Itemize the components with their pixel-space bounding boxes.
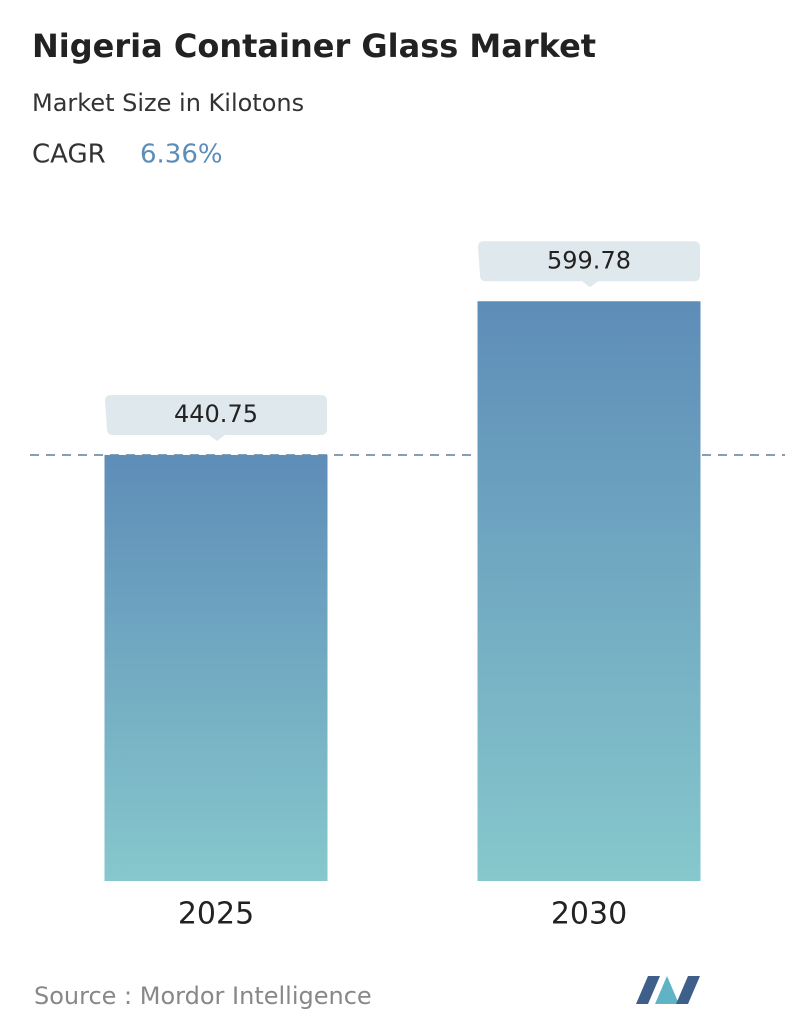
bar [477, 301, 701, 881]
x-tick-label: 2030 [551, 897, 627, 932]
chart-subtitle: Market Size in Kilotons [32, 89, 304, 117]
logo-shape [655, 976, 679, 1004]
logo-shape [676, 976, 700, 1004]
value-callout [478, 241, 700, 288]
value-label: 440.75 [174, 400, 258, 428]
value-callout [105, 394, 327, 441]
chart-title: Nigeria Container Glass Market [32, 27, 596, 65]
bar [104, 454, 328, 881]
logo [636, 976, 700, 1004]
value-label: 599.78 [547, 246, 631, 274]
cagr-value: 6.36% [140, 140, 223, 170]
cagr-label: CAGR [32, 140, 106, 170]
source: Source : Mordor Intelligence [34, 982, 372, 1010]
x-tick-label: 2025 [178, 897, 254, 932]
logo-shape [636, 976, 660, 1004]
